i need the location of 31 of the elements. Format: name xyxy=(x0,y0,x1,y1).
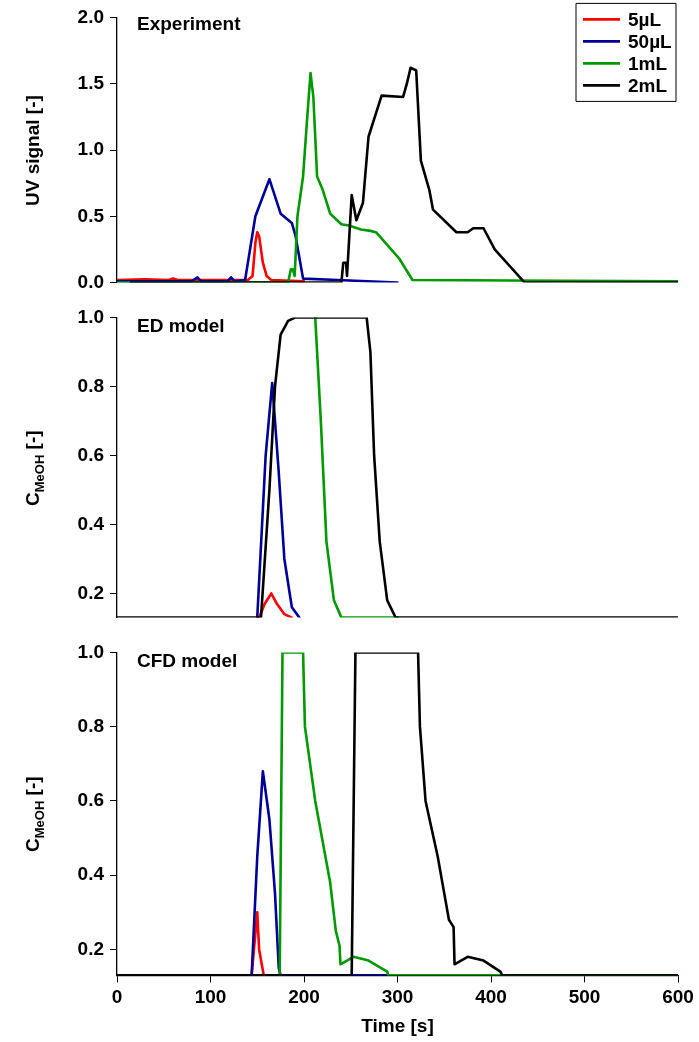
y-tick-label: 0.4 xyxy=(77,512,105,534)
y-tick-label: 0.2 xyxy=(77,581,104,603)
x-axis-title: Time [s] xyxy=(361,1014,434,1036)
x-tick-label: 400 xyxy=(475,986,507,1008)
y-tick-label: 1.0 xyxy=(77,305,104,327)
legend-label: 1mL xyxy=(628,52,668,74)
chart-title: ED model xyxy=(137,315,225,337)
legend-label: 2mL xyxy=(628,74,668,96)
y-tick-label: 0.8 xyxy=(77,374,104,396)
x-tick-label: 600 xyxy=(662,986,694,1008)
y-tick-label: 0.2 xyxy=(77,937,104,959)
y-tick-label: 1.5 xyxy=(77,71,105,93)
y-tick-label: 0.8 xyxy=(77,714,104,736)
chart-title: Experiment xyxy=(137,13,242,35)
y-axis-title: UV signal [-] xyxy=(22,94,44,206)
chart-title: CFD model xyxy=(137,650,238,672)
y-tick-label: 0.6 xyxy=(77,789,104,811)
x-tick-label: 200 xyxy=(288,986,320,1008)
x-tick-label: 100 xyxy=(194,986,227,1008)
y-tick-label: 1.0 xyxy=(77,138,104,160)
y-tick-label: 1.0 xyxy=(77,640,104,662)
x-tick-label: 0 xyxy=(111,986,123,1008)
x-tick-label: 300 xyxy=(381,986,414,1008)
y-tick-label: 0.5 xyxy=(77,204,105,226)
legend-label: 5µL xyxy=(628,8,662,30)
y-tick-label: 2.0 xyxy=(77,5,104,27)
legend-label: 50µL xyxy=(628,30,673,52)
y-tick-label: 0.6 xyxy=(77,443,104,465)
y-tick-label: 0.0 xyxy=(77,270,104,292)
y-tick-label: 0.4 xyxy=(77,863,105,885)
x-tick-label: 500 xyxy=(568,986,601,1008)
